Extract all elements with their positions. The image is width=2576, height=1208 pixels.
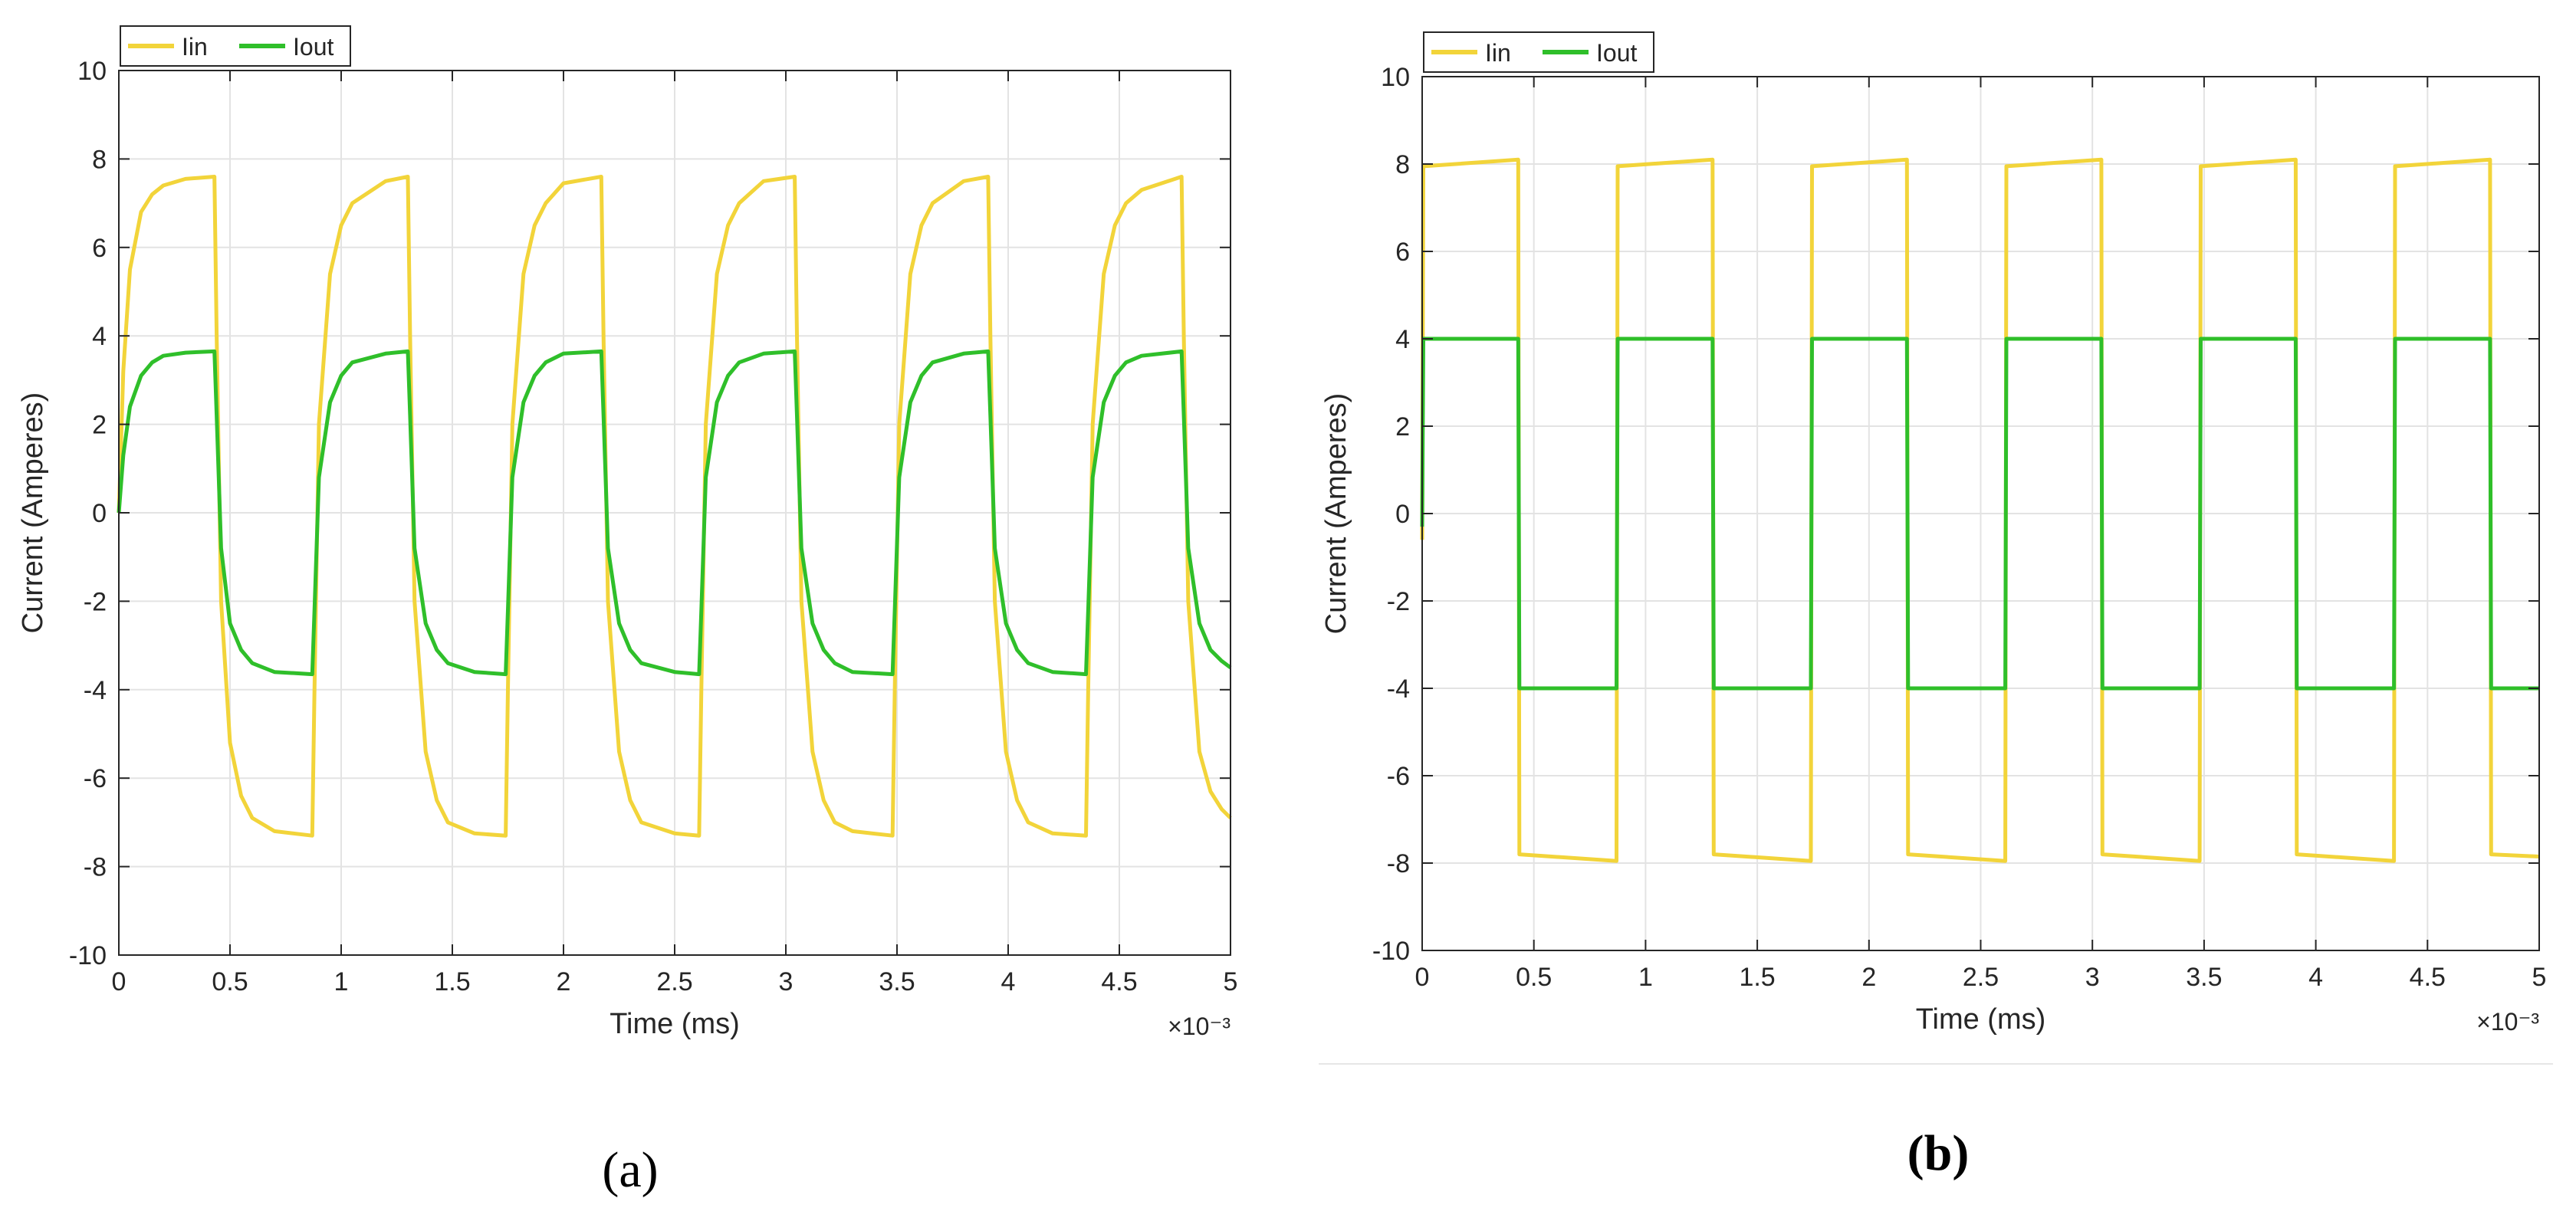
y-tick-label: -2 xyxy=(1387,587,1410,616)
y-axis-label: Current (Amperes) xyxy=(17,392,49,634)
x-tick-label: 2 xyxy=(1861,963,1876,992)
legend-label-iout: Iout xyxy=(293,33,334,61)
x-tick-label: 5 xyxy=(1224,967,1238,996)
x-tick-label: 1.5 xyxy=(1739,963,1775,992)
x-tick-label: 4 xyxy=(2308,963,2323,992)
y-tick-label: -8 xyxy=(1387,849,1410,878)
y-tick-label: 6 xyxy=(92,234,107,263)
y-tick-label: -2 xyxy=(84,587,107,616)
y-tick-label: 0 xyxy=(1395,500,1410,529)
y-tick-label: -10 xyxy=(69,941,107,970)
y-tick-label: 2 xyxy=(1395,412,1410,442)
x-tick-label: 2 xyxy=(557,967,571,996)
y-tick-label: -6 xyxy=(84,764,107,793)
y-tick-label: 10 xyxy=(77,57,107,86)
series-line-iout xyxy=(1420,336,2539,691)
x-tick-label: 3.5 xyxy=(879,967,915,996)
x-exponent-label: ×10⁻³ xyxy=(1168,1013,1230,1040)
y-tick-label: 2 xyxy=(92,411,107,440)
legend-label-iout: Iout xyxy=(1596,39,1637,67)
y-tick-label: 4 xyxy=(92,322,107,351)
legend: Iin Iout xyxy=(120,25,351,67)
y-tick-label: 8 xyxy=(1395,150,1410,179)
y-tick-label: -4 xyxy=(1387,675,1410,704)
legend-label-iin: Iin xyxy=(182,33,208,61)
y-tick-label: 0 xyxy=(92,499,107,528)
x-tick-label: 1 xyxy=(1638,963,1653,992)
x-tick-label: 3.5 xyxy=(2186,963,2222,992)
y-tick-label: 6 xyxy=(1395,238,1410,267)
x-tick-label: 0 xyxy=(1415,963,1430,992)
y-tick-label: -8 xyxy=(84,853,107,882)
x-tick-label: 0.5 xyxy=(1516,963,1552,992)
y-axis-label: Current (Amperes) xyxy=(1320,393,1352,635)
x-tick-label: 3 xyxy=(2085,963,2100,992)
x-tick-label: 1 xyxy=(334,967,349,996)
y-tick-label: 4 xyxy=(1395,325,1410,354)
y-tick-label: 8 xyxy=(92,145,107,174)
panel-b-caption: (b) xyxy=(1907,1125,1970,1181)
x-tick-label: 1.5 xyxy=(434,967,470,996)
x-tick-label: 2.5 xyxy=(1963,963,1999,992)
x-tick-label: 2.5 xyxy=(656,967,692,996)
x-tick-label: 5 xyxy=(2532,963,2547,992)
x-tick-label: 3 xyxy=(779,967,794,996)
x-tick-label: 0.5 xyxy=(212,967,248,996)
series-line-iin xyxy=(117,175,1232,838)
y-tick-label: -10 xyxy=(1372,937,1410,966)
chart-panel-a: 0 0.5 1 1.5 2 2.5 3 3.5 4 4.5 5 -10 -8 -6 -4 -2 0 2 4 6 8 10 T… xyxy=(17,25,1238,1040)
x-tick-label: 4.5 xyxy=(1101,967,1137,996)
x-axis-label: Time (ms) xyxy=(610,1008,740,1040)
y-tick-label: -4 xyxy=(84,676,107,705)
series-line-iout xyxy=(117,349,1232,677)
y-tick-label: 10 xyxy=(1381,63,1410,92)
y-tick-label: -6 xyxy=(1387,762,1410,791)
chart-panel-b: 0 0.5 1 1.5 2 2.5 3 3.5 4 4.5 5 -10 -8 -6 -4 -2 0 2 4 6 8 10 T… xyxy=(1320,31,2547,1036)
x-tick-label: 4.5 xyxy=(2410,963,2446,992)
series-line-iin xyxy=(1420,157,2540,863)
x-exponent-label: ×10⁻³ xyxy=(2476,1008,2539,1036)
x-tick-label: 4 xyxy=(1001,967,1016,996)
legend-label-iin: Iin xyxy=(1485,39,1511,67)
x-axis-label: Time (ms) xyxy=(1916,1003,2046,1036)
panel-a-caption: (a) xyxy=(602,1142,658,1198)
x-tick-label: 0 xyxy=(112,967,127,996)
legend: Iin Iout xyxy=(1423,31,1654,73)
